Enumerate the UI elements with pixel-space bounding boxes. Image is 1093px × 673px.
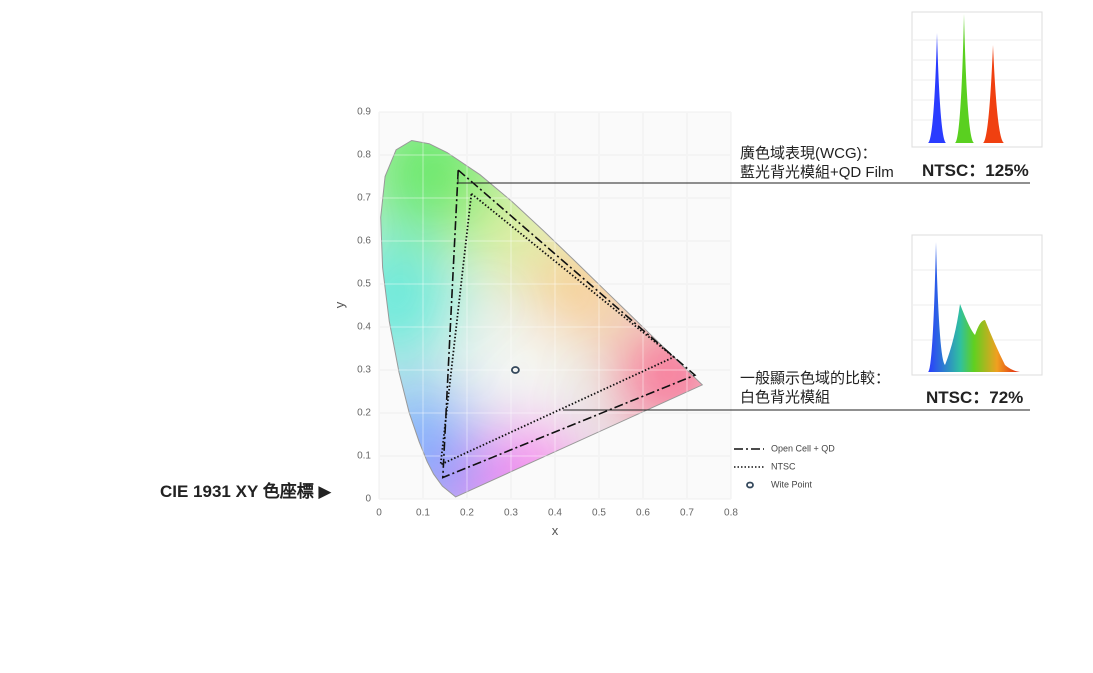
annotation: 藍光背光模組+QD Film (740, 164, 894, 181)
y-tick-label: 0.4 (357, 322, 371, 333)
annotation: 白色背光模組 (740, 389, 830, 406)
y-tick-label: 0.7 (357, 193, 371, 204)
annotation: 廣色域表現(WCG)： (740, 145, 877, 162)
grid-overlay (378, 111, 732, 500)
x-tick-label: 0.1 (416, 508, 430, 519)
spectrum-thumbnail (911, 11, 1043, 148)
gamut-triangle (439, 191, 676, 467)
gamut-triangle (441, 168, 697, 479)
x-tick-label: 0.7 (680, 508, 694, 519)
legend-label: Wite Point (771, 479, 813, 489)
y-tick-label: 0.5 (357, 279, 371, 290)
x-tick-label: 0.8 (724, 508, 738, 519)
legend-marker (746, 481, 754, 489)
annotation: NTSC：125% (922, 161, 1029, 180)
legend-label: Open Cell + QD (771, 443, 835, 453)
annotation: 一般顯示色域的比較： (740, 369, 890, 387)
x-tick-label: 0.6 (636, 508, 650, 519)
y-tick-label: 0.3 (357, 365, 371, 376)
annotation: CIE 1931 XY 色座標 ▶ (160, 481, 332, 501)
y-tick-label: 0.9 (357, 107, 371, 118)
x-tick-label: 0.3 (504, 508, 518, 519)
x-tick-label: 0.5 (592, 508, 606, 519)
y-tick-label: 0.8 (357, 150, 371, 161)
x-tick-label: 0.2 (460, 508, 474, 519)
x-tick-label: 0 (376, 508, 382, 519)
callout-line (457, 176, 1030, 184)
spectral-locus (380, 139, 704, 498)
x-tick-label: 0.4 (548, 508, 562, 519)
y-tick-label: 0.1 (357, 451, 371, 462)
y-tick-label: 0.6 (357, 236, 371, 247)
series (439, 168, 697, 479)
y-tick-label: 0 (365, 494, 371, 505)
annotation: NTSC：72% (926, 388, 1023, 407)
legend: Open Cell + QD NTSC Wite Point (734, 443, 835, 489)
spectrum-thumbnail (911, 234, 1043, 376)
y-axis-label: y (332, 301, 347, 308)
x-axis-label: x (552, 523, 559, 538)
legend-label: NTSC (771, 461, 796, 471)
white-point (511, 366, 520, 374)
y-tick-label: 0.2 (357, 408, 371, 419)
